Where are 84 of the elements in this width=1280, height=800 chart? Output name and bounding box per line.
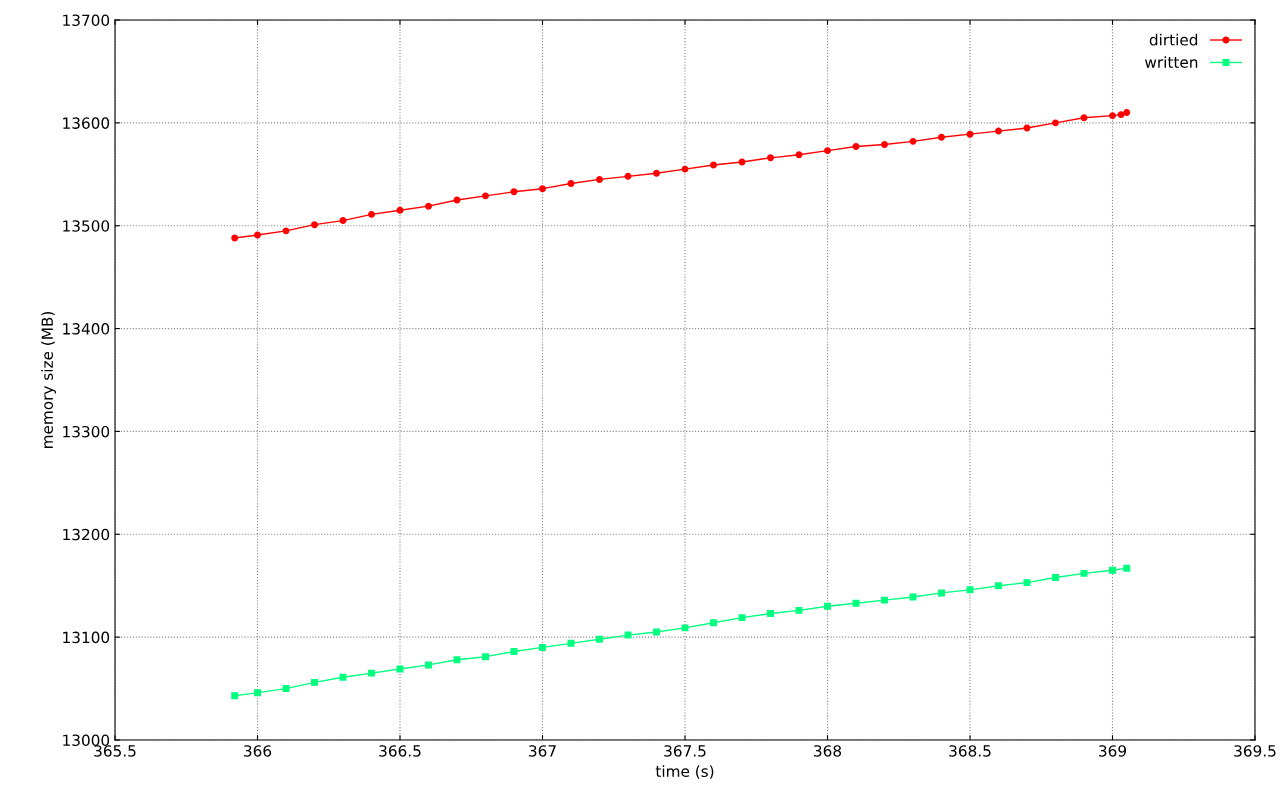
point [738,614,746,622]
point [995,582,1002,590]
point [1117,111,1125,119]
point [767,154,774,162]
y-tick-label: 13400 [63,323,110,335]
point [311,678,318,686]
y-tick-label: 13100 [63,631,110,644]
point [653,628,660,636]
point [966,130,974,138]
y-axis-title: memory size (MB) [41,311,56,448]
point [1109,112,1116,120]
point [909,137,917,145]
point [653,169,660,177]
point [624,172,632,180]
point [425,202,432,210]
point [368,210,375,218]
point [881,596,888,604]
point [510,648,518,656]
point [938,589,945,597]
point [1080,114,1088,122]
point [425,661,432,669]
point [596,175,603,183]
point [795,606,803,614]
point [368,669,375,677]
x-tick-label: 369.5 [1234,745,1276,757]
y-tick-label: 13700 [63,14,110,27]
point [567,180,575,188]
x-tick-label: 368 [814,745,842,757]
point [966,586,974,594]
point [795,151,803,159]
x-tick-label: 367 [529,745,556,757]
point [510,188,518,196]
x-tick-label: 366 [244,745,272,757]
point [453,656,461,664]
y-tick-label: 13500 [63,220,110,232]
point [995,127,1002,135]
point [824,602,831,610]
point [282,227,290,235]
point [254,689,261,697]
point [767,610,774,617]
point [1123,564,1131,572]
point [596,635,603,643]
point [1123,109,1131,117]
x-tick-label: 369 [1099,745,1127,757]
point [681,165,689,173]
y-tick-label: 13300 [63,425,110,438]
x-tick-label: 367.5 [664,745,706,757]
y-tick-label: 13600 [63,117,110,129]
point [710,161,717,169]
point [881,140,888,148]
point [1023,579,1031,587]
point [909,593,917,601]
point [231,234,239,242]
x-tick-label: 365.5 [94,745,136,757]
point [1080,569,1088,577]
point [1052,574,1059,581]
point [339,673,347,681]
point [938,133,945,141]
point [539,185,546,193]
legend-label: dirtied [1149,33,1198,46]
point [1109,566,1116,574]
y-tick-label: 13200 [63,528,110,541]
x-tick-label: 366.5 [379,745,421,757]
point [311,221,318,229]
point [567,639,575,647]
point [282,685,290,693]
point [396,206,404,214]
point [482,653,489,661]
point [254,231,261,239]
point [396,665,404,673]
point [539,643,546,651]
point [231,692,239,700]
point [1052,119,1059,127]
point [824,147,831,155]
point [852,143,860,150]
point [624,631,632,639]
point [681,624,689,632]
x-tick-label: 368.5 [949,745,991,757]
point [339,217,347,225]
point [482,192,489,200]
legend-label: written [1145,56,1198,68]
point [852,599,860,607]
x-axis-title: time (s) [655,765,714,779]
point [710,619,717,627]
